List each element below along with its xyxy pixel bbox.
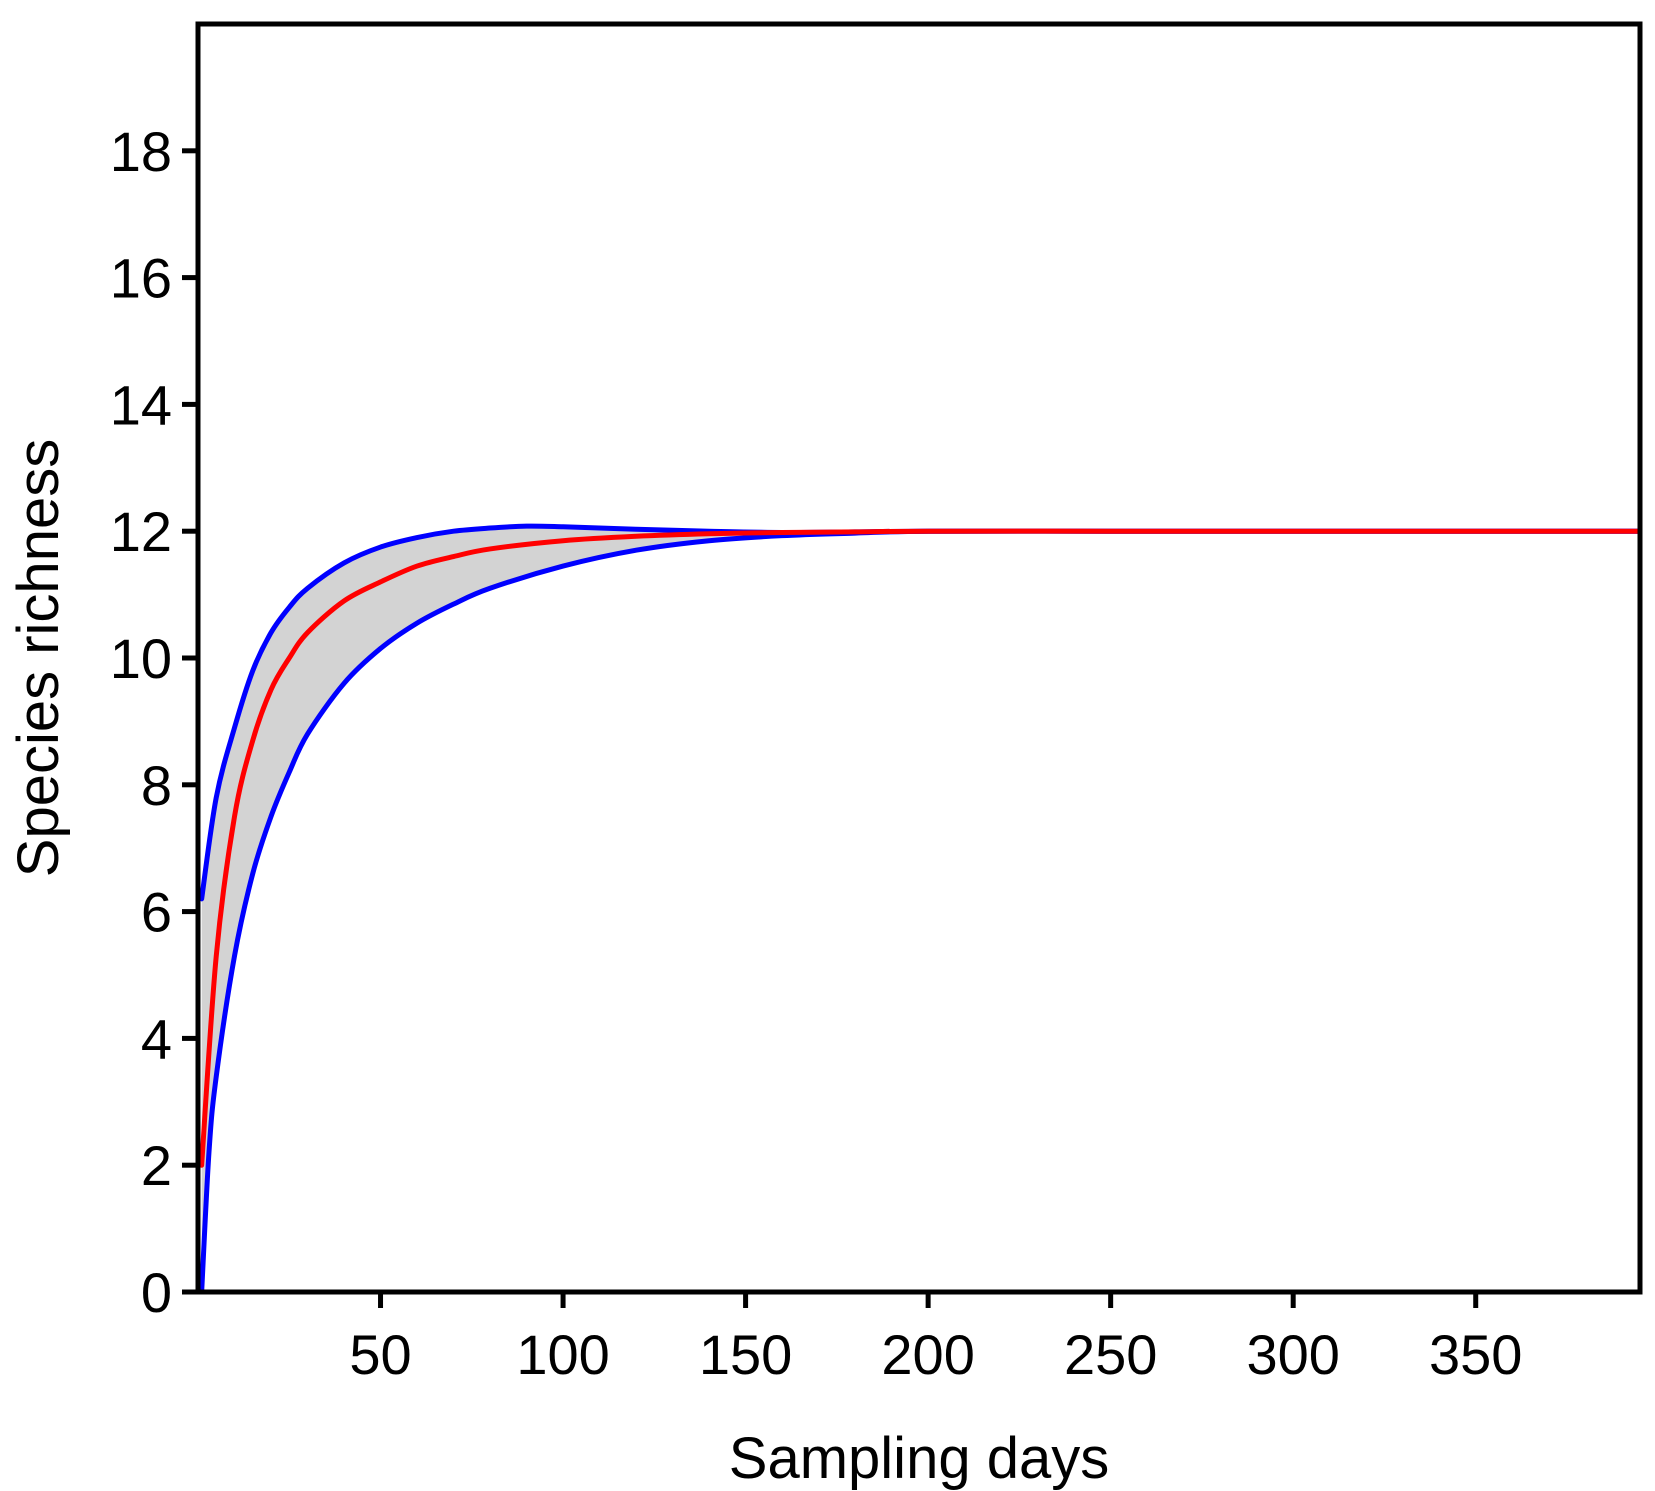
y-tick-label: 18 bbox=[110, 120, 172, 183]
y-tick-label: 2 bbox=[141, 1134, 172, 1197]
plot-frame bbox=[195, 21, 1643, 1295]
y-axis: 0 2 4 6 8 10 12 14 16 18 bbox=[110, 120, 198, 1324]
y-tick-label: 0 bbox=[141, 1261, 172, 1324]
lower-bound-line bbox=[199, 528, 1643, 1295]
y-tick-label: 10 bbox=[110, 627, 172, 690]
x-tick-label: 350 bbox=[1429, 1323, 1522, 1386]
mean-line bbox=[199, 528, 1643, 1168]
series-line-layer bbox=[199, 523, 1643, 1295]
y-axis-label: Species richness bbox=[6, 439, 71, 877]
y-tick-label: 6 bbox=[141, 881, 172, 944]
x-tick-label: 300 bbox=[1246, 1323, 1339, 1386]
x-tick-label: 150 bbox=[699, 1323, 792, 1386]
x-tick-label: 50 bbox=[349, 1323, 411, 1386]
confidence-band bbox=[201, 526, 1640, 1292]
x-tick-label: 200 bbox=[881, 1323, 974, 1386]
x-axis: 50 100 150 200 250 300 350 bbox=[349, 1292, 1522, 1386]
x-tick-label: 250 bbox=[1064, 1323, 1157, 1386]
y-tick-label: 14 bbox=[110, 373, 172, 436]
y-tick-label: 4 bbox=[141, 1007, 172, 1070]
x-tick-label: 100 bbox=[516, 1323, 609, 1386]
y-tick-label: 12 bbox=[110, 500, 172, 563]
y-tick-label: 8 bbox=[141, 754, 172, 817]
x-axis-label: Sampling days bbox=[729, 1426, 1109, 1491]
confidence-band-layer bbox=[201, 526, 1640, 1292]
y-tick-label: 16 bbox=[110, 247, 172, 310]
